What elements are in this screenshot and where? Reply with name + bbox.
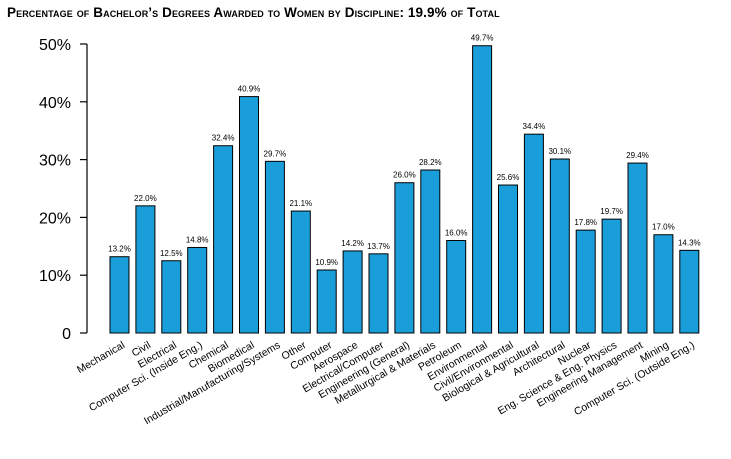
bar-environmental bbox=[472, 45, 493, 334]
value-label: 49.7% bbox=[471, 34, 494, 43]
bar-biomedical bbox=[239, 96, 259, 334]
value-label: 14.3% bbox=[678, 238, 701, 247]
value-label: 19.7% bbox=[600, 207, 623, 216]
value-label: 34.4% bbox=[523, 122, 546, 131]
value-label: 12.5% bbox=[160, 249, 183, 258]
value-label: 28.2% bbox=[419, 158, 442, 167]
bar-civil bbox=[135, 205, 156, 334]
value-label: 30.1% bbox=[548, 147, 571, 156]
value-labels: 13.2% 22.0% 12.5%14.8% 32.4% 40.9% 29.7% 21.1%… bbox=[108, 34, 700, 267]
bar-electrical-computer bbox=[368, 253, 389, 334]
bar-architectural bbox=[549, 158, 570, 334]
value-label: 14.8% bbox=[186, 235, 209, 244]
bar-computer bbox=[316, 269, 337, 334]
value-label: 32.4% bbox=[212, 134, 235, 143]
value-label: 13.2% bbox=[108, 245, 131, 254]
chart-title: Percentage of Bachelor’s Degrees Awarded… bbox=[7, 5, 500, 20]
bars bbox=[109, 45, 700, 334]
y-tick-label: 0 bbox=[62, 326, 71, 343]
value-label: 17.0% bbox=[652, 223, 675, 232]
value-label: 14.2% bbox=[341, 239, 364, 248]
bar-computer-sci-inside-eng bbox=[187, 246, 208, 334]
bar-other bbox=[290, 210, 311, 334]
y-tick-label: 30% bbox=[39, 153, 71, 170]
bar-industrial-manufacturing-systems bbox=[264, 160, 285, 334]
value-label: 17.8% bbox=[574, 218, 597, 227]
value-label: 29.7% bbox=[264, 149, 287, 158]
bar-engineering-management bbox=[627, 162, 648, 334]
value-label: 29.4% bbox=[626, 151, 649, 160]
value-label: 10.9% bbox=[315, 258, 338, 267]
value-label: 16.0% bbox=[445, 229, 468, 238]
bar-aerospace bbox=[342, 250, 363, 334]
value-label: 40.9% bbox=[238, 85, 261, 94]
bar-engineering-general bbox=[394, 182, 415, 334]
value-label: 21.1% bbox=[289, 199, 312, 208]
value-label: 25.6% bbox=[497, 173, 520, 182]
bar-computer-sci-outside-eng bbox=[679, 249, 700, 334]
x-tick-label: Mechanical bbox=[75, 339, 127, 376]
y-tick-label: 50% bbox=[39, 37, 71, 54]
bar-biological-agricultural bbox=[523, 133, 544, 334]
bar-mechanical bbox=[109, 256, 130, 334]
bar-metallurgical-materials bbox=[420, 169, 441, 334]
value-label: 22.0% bbox=[134, 194, 157, 203]
y-tick-label: 10% bbox=[39, 268, 71, 285]
bar-petroleum bbox=[446, 240, 467, 334]
value-label: 26.0% bbox=[393, 171, 416, 180]
bar-nuclear bbox=[575, 229, 596, 334]
bar-chemical bbox=[213, 145, 234, 334]
y-tick-label: 40% bbox=[39, 95, 71, 112]
value-label: 13.7% bbox=[367, 242, 390, 251]
bar-civil-environmental bbox=[498, 184, 518, 334]
bar-eng-science-eng-physics bbox=[601, 218, 622, 334]
y-tick-label: 20% bbox=[39, 210, 71, 227]
bar-mining bbox=[653, 234, 674, 334]
bar-electrical bbox=[161, 260, 182, 334]
y-axis: 0 10% 20% 30% 40% 50% bbox=[39, 37, 88, 343]
